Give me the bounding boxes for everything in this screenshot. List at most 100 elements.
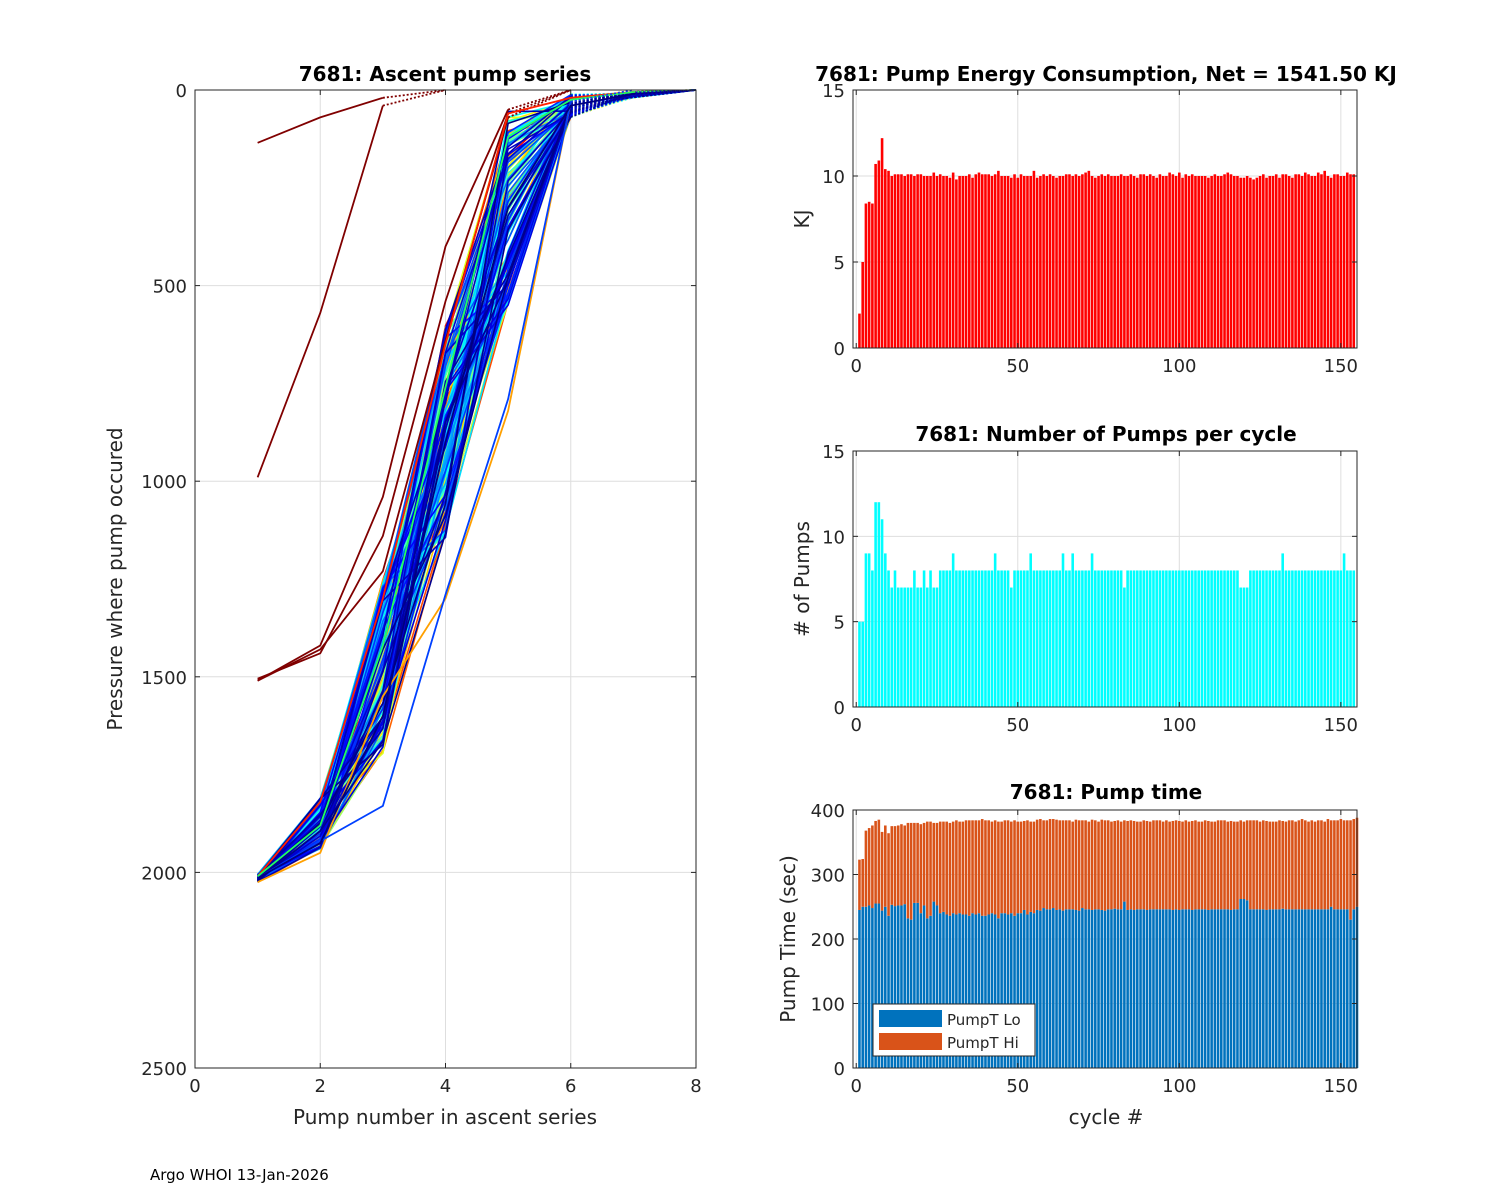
bar-pumpt-hi: [1207, 820, 1210, 910]
bar-energy: [1113, 176, 1116, 348]
bar-pumpt-hi: [1103, 820, 1107, 911]
bar-energy: [1310, 176, 1314, 348]
bar-energy: [906, 174, 910, 348]
bar-energy: [1291, 177, 1294, 348]
bar-energy: [1000, 176, 1003, 348]
bar-energy: [1084, 172, 1087, 348]
bar-energy: [1097, 176, 1100, 348]
bar-pumpt-lo: [1268, 909, 1272, 1068]
bar-pumpt-hi: [1229, 820, 1233, 910]
bar-energy: [1119, 174, 1123, 348]
bar-energy: [1126, 176, 1129, 348]
bar-energy: [1139, 174, 1142, 348]
bar-npumps: [932, 587, 936, 707]
bar-energy: [980, 174, 984, 348]
bar-energy: [871, 203, 874, 348]
bar-npumps: [1013, 570, 1016, 707]
y-tick-label: 400: [811, 801, 845, 822]
bar-npumps: [958, 570, 961, 707]
bar-pumpt-hi: [1274, 821, 1278, 910]
bar-energy: [1316, 172, 1320, 348]
bar-energy: [1094, 177, 1097, 348]
bar-npumps: [893, 570, 897, 707]
legend-label-hi: PumpT Hi: [947, 1034, 1019, 1052]
bar-npumps: [1265, 570, 1268, 707]
bar-energy: [955, 179, 958, 348]
ascent-line: [256, 108, 572, 880]
bar-pumpt-lo: [1245, 900, 1249, 1068]
bar-npumps: [1045, 570, 1049, 707]
bar-pumpt-lo: [1278, 909, 1281, 1068]
footer-credit: Argo WHOI 13-Jan-2026: [150, 1166, 329, 1184]
bar-energy: [1271, 176, 1275, 348]
bar-pumpt-hi: [1197, 821, 1200, 910]
bar-energy: [1110, 176, 1113, 348]
ascent-line-dotted: [570, 89, 697, 108]
bar-pumpt-hi: [1032, 821, 1036, 914]
bar-pumpt-hi: [1074, 819, 1078, 910]
x-tick-label: 4: [440, 1076, 451, 1097]
bar-npumps: [938, 570, 942, 707]
bar-npumps: [935, 587, 939, 707]
bar-energy: [1055, 177, 1058, 348]
npumps-bars: [858, 502, 1356, 707]
bar-npumps: [1213, 570, 1217, 707]
bar-npumps: [1000, 570, 1003, 707]
bar-pumpt-hi: [1071, 821, 1074, 910]
bar-pumpt-hi: [893, 826, 897, 907]
bar-pumpt-hi: [1323, 821, 1326, 910]
bar-energy: [1216, 176, 1220, 348]
bar-npumps: [951, 553, 955, 707]
bar-energy: [1148, 174, 1152, 348]
bar-pumpt-lo: [861, 906, 864, 1068]
bar-pumpt-lo: [1265, 909, 1268, 1068]
bar-pumpt-hi: [1077, 820, 1081, 911]
bar-pumpt-hi: [1142, 820, 1146, 910]
bar-npumps: [1129, 570, 1133, 707]
bar-npumps: [1148, 570, 1152, 707]
bar-pumpt-hi: [1055, 819, 1058, 910]
x-tick-label: 0: [189, 1076, 200, 1097]
bar-pumpt-lo: [909, 919, 913, 1068]
bar-pumpt-lo: [1026, 914, 1029, 1068]
bar-npumps: [1229, 570, 1233, 707]
bar-energy: [1313, 176, 1317, 348]
bar-pumpt-lo: [1174, 909, 1178, 1068]
bar-pumpt-hi: [1100, 819, 1104, 910]
bar-pumpt-lo: [955, 914, 958, 1068]
bar-pumpt-hi: [1313, 821, 1317, 910]
bar-pumpt-lo: [945, 914, 948, 1068]
bar-pumpt-hi: [1097, 821, 1100, 910]
bar-energy: [1329, 177, 1333, 348]
bar-pumpt-lo: [926, 918, 929, 1068]
bar-pumpt-lo: [1210, 909, 1213, 1068]
bar-pumpt-lo: [1346, 909, 1349, 1068]
bar-npumps: [1155, 570, 1158, 707]
bar-npumps: [1006, 570, 1010, 707]
bar-pumpt-hi: [1297, 820, 1301, 910]
bar-pumpt-lo: [997, 918, 1000, 1068]
ascent-line: [257, 101, 572, 879]
bar-energy: [1171, 174, 1175, 348]
bar-pumpt-lo: [1200, 909, 1204, 1068]
bar-npumps: [1287, 570, 1291, 707]
bar-pumpt-hi: [1310, 820, 1314, 910]
bar-npumps: [877, 502, 881, 707]
bar-pumpt-hi: [1081, 820, 1084, 909]
bar-energy: [1278, 177, 1281, 348]
bar-energy: [1016, 177, 1020, 348]
bar-pumpt-hi: [867, 828, 871, 906]
bar-npumps: [1061, 553, 1065, 707]
bar-npumps: [1307, 570, 1310, 707]
bar-npumps: [1032, 570, 1036, 707]
bar-energy: [1158, 174, 1162, 348]
x-tick-label: 50: [1006, 715, 1029, 736]
bar-npumps: [955, 570, 958, 707]
bar-pumpt-lo: [1213, 909, 1217, 1068]
y-tick-label: 15: [822, 81, 845, 102]
bar-pumpt-hi: [1132, 820, 1136, 910]
y-tick-label: 0: [834, 339, 845, 360]
bar-energy: [958, 176, 961, 348]
bar-pumpt-hi: [1048, 819, 1052, 910]
bar-npumps: [929, 570, 932, 707]
